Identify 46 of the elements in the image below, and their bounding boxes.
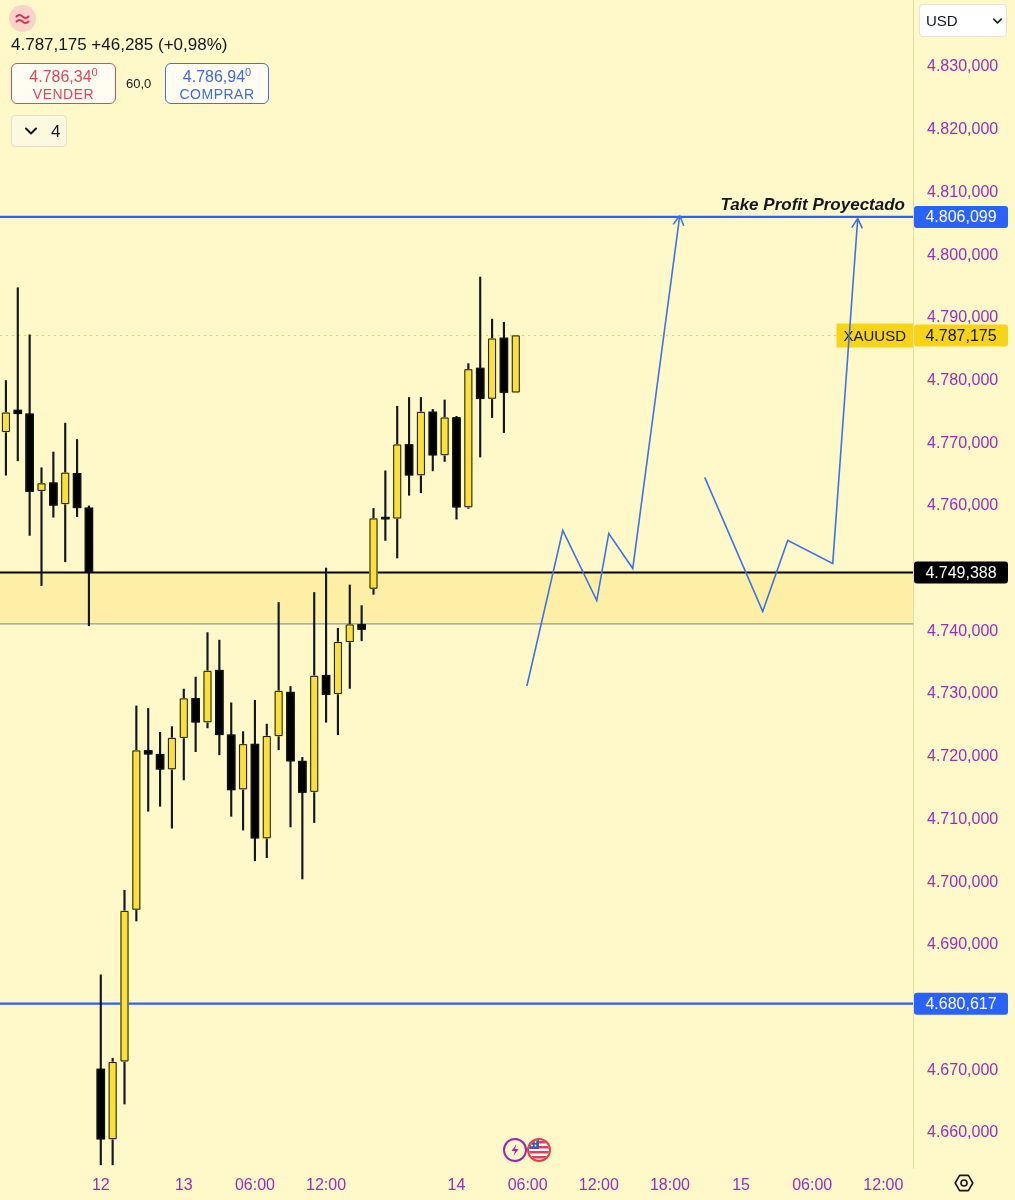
- y-tick-label: 4.790,000: [927, 308, 999, 326]
- x-tick-label: 18:00: [649, 1176, 691, 1194]
- x-tick-label: 14: [447, 1176, 466, 1194]
- annotation: 4.786,94$^{0}$: [182, 65, 252, 86]
- annotation: 4.786,34$^{0}$: [29, 65, 98, 86]
- annotation: 60,0: [126, 76, 152, 92]
- x-tick-label: 06:00: [234, 1176, 276, 1194]
- x-tick-label: 12:00: [578, 1176, 619, 1194]
- x-tick-label: 12: [91, 1176, 110, 1194]
- y-tick-label: 4.720,000: [927, 747, 999, 765]
- annotation: COMPRAR: [179, 85, 255, 103]
- y-tick-label: 4.690,000: [927, 935, 999, 953]
- annotation: Take Profit Proyectado: [720, 194, 905, 214]
- y-tick-label: 4.670,000: [927, 1060, 999, 1078]
- currency-dropdown: USD: [919, 4, 1007, 37]
- y-tick-label: 4.820,000: [927, 120, 999, 138]
- y-tick-label: 4.780,000: [927, 370, 999, 388]
- sell-button: 4.786,34$^{0}$ VENDER: [11, 63, 116, 104]
- annotation: 4.787,175 +46,285 (+0,98%): [11, 35, 228, 55]
- y-tick-label: 4.740,000: [927, 621, 999, 639]
- x-tick-label: 06:00: [507, 1176, 548, 1194]
- ref-line-label: 4.680,617: [925, 995, 997, 1013]
- x-tick-label: 12:00: [306, 1176, 347, 1194]
- buy-button: 4.786,94$^{0}$ COMPRAR: [165, 63, 269, 104]
- y-tick-label: 4.730,000: [927, 684, 999, 702]
- y-tick-label: 4.770,000: [927, 433, 999, 451]
- y-tick-label: 4.660,000: [927, 1123, 999, 1141]
- dropdown-button: 4: [11, 115, 67, 147]
- ref-line-label: 4.806,099: [925, 208, 997, 226]
- x-tick-label: 13: [174, 1176, 193, 1194]
- y-tick-label: 4.810,000: [927, 182, 999, 200]
- ref-line-label: 4.749,388: [925, 563, 997, 581]
- y-tick-label: 4.760,000: [927, 496, 999, 514]
- y-tick-label: 4.700,000: [927, 872, 999, 890]
- x-tick-label: 12:00: [863, 1176, 904, 1194]
- candlestick: [13, 287, 23, 462]
- candlestick: [511, 335, 521, 393]
- x-tick-label: 15: [732, 1176, 751, 1194]
- candlestick: [37, 467, 46, 586]
- annotation: VENDER: [32, 85, 95, 103]
- y-tick-label: 4.710,000: [927, 809, 999, 827]
- x-tick-label: 06:00: [792, 1176, 833, 1194]
- ref-line-label: 4.787,175: [925, 326, 997, 344]
- y-tick-label: 4.800,000: [927, 245, 999, 263]
- y-tick-label: 4.830,000: [927, 57, 999, 75]
- annotation: 4: [51, 122, 61, 141]
